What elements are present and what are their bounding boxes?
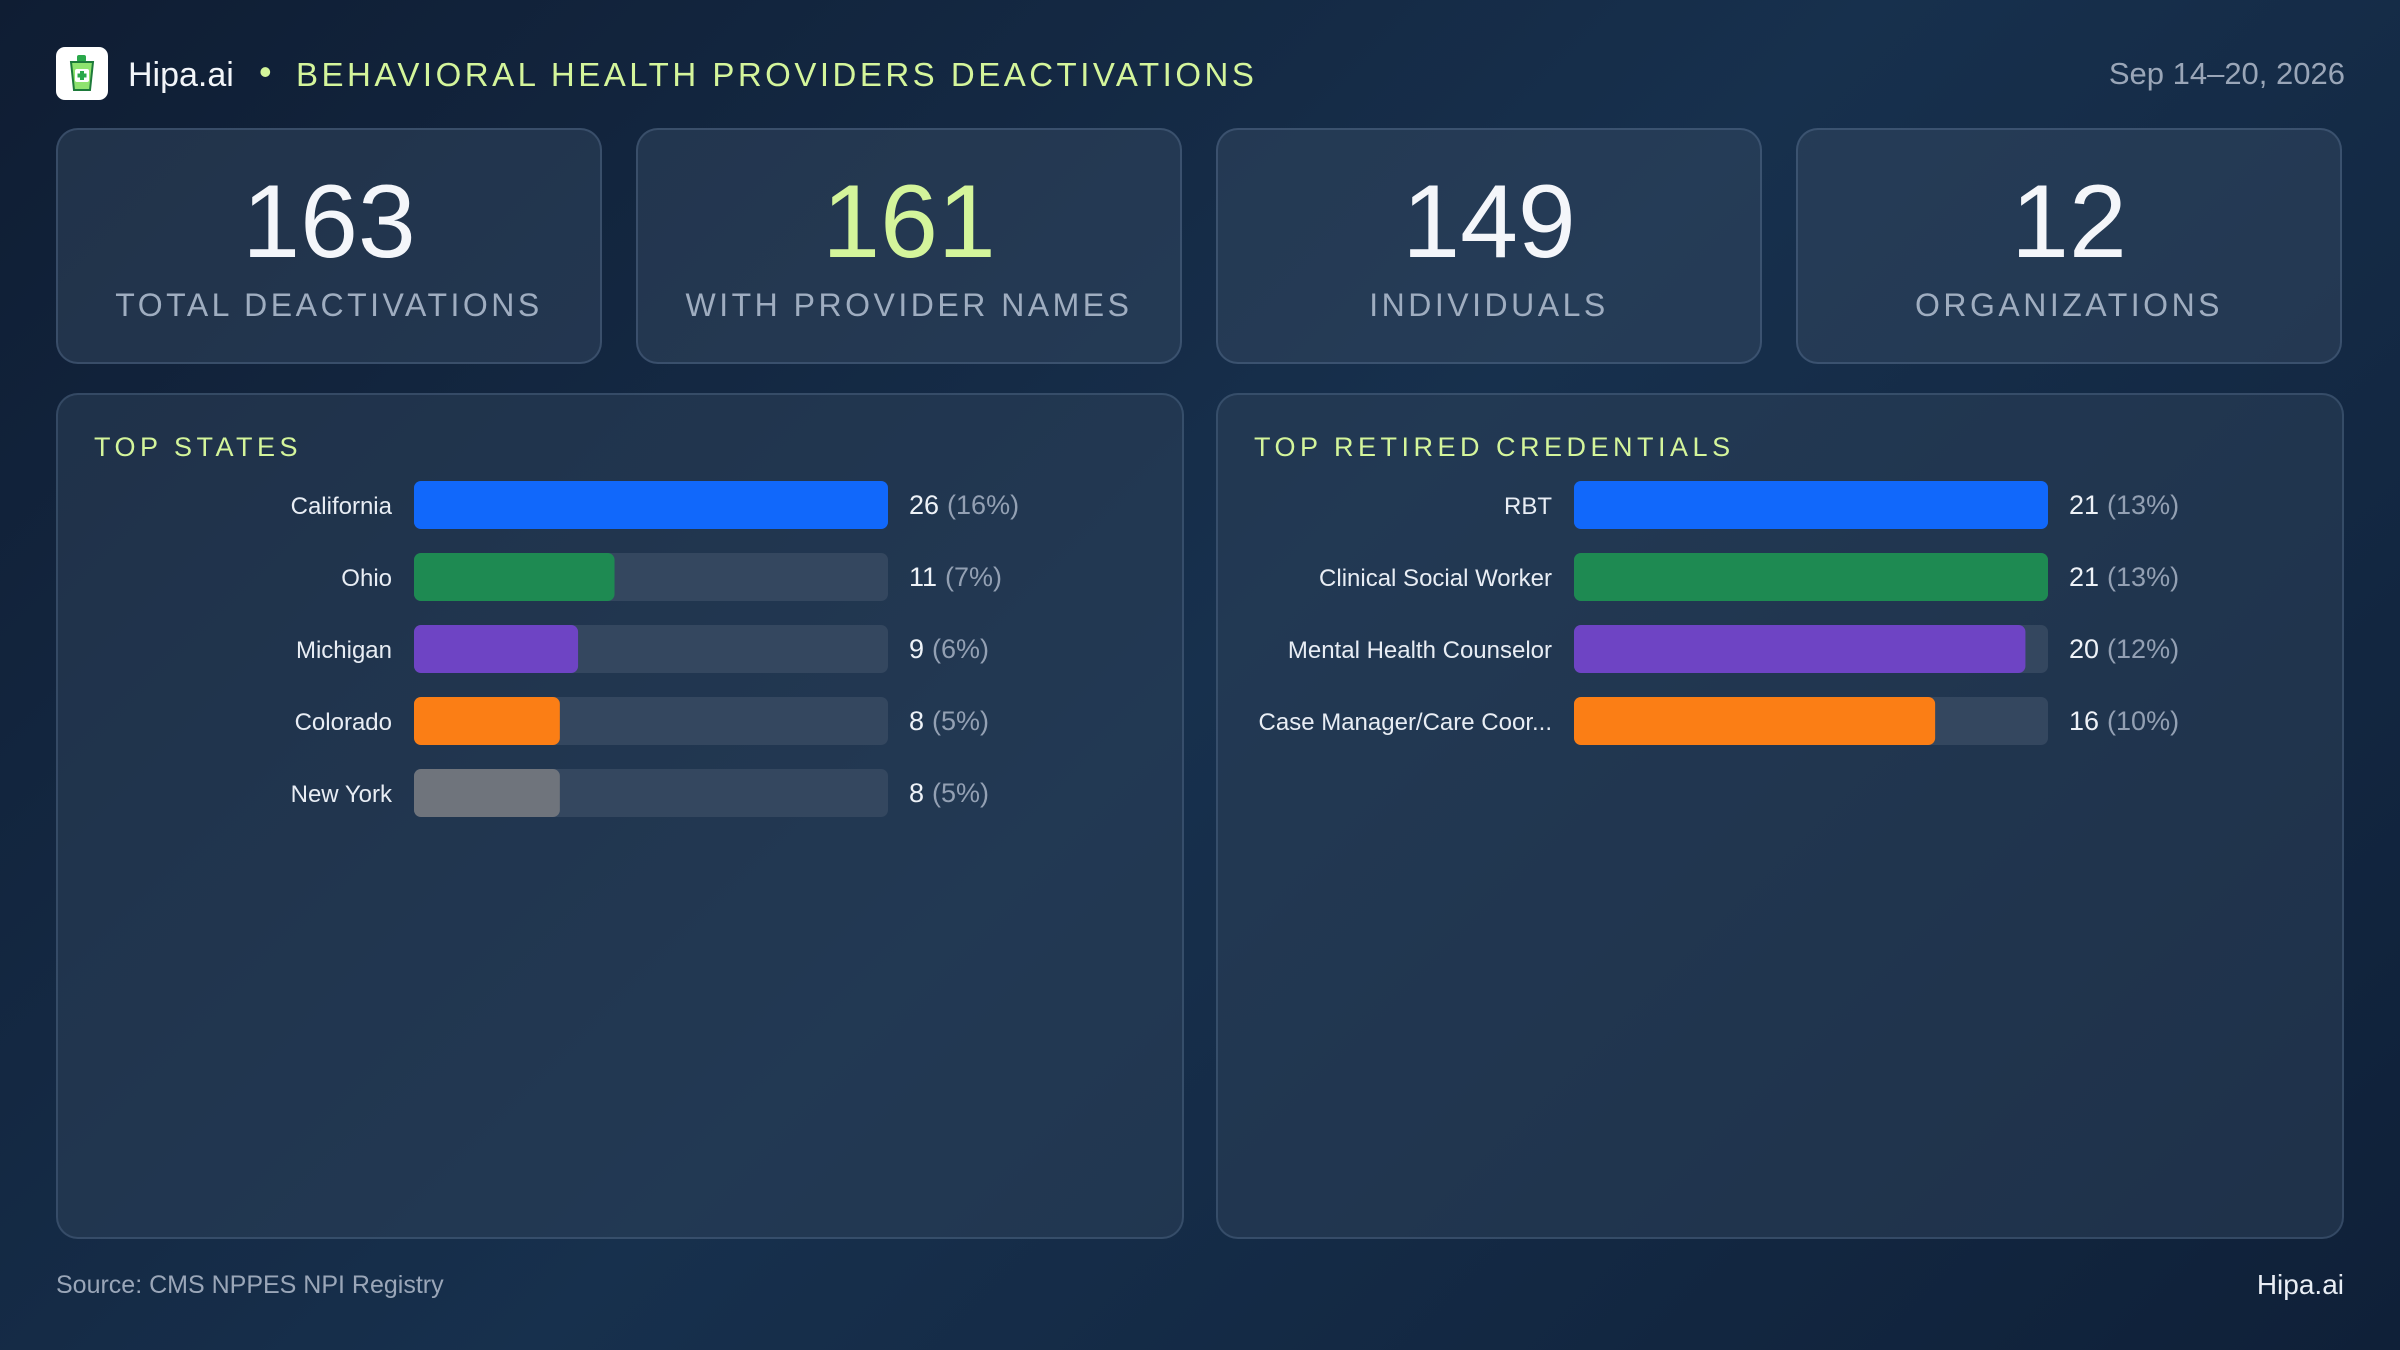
stat-card-organizations: 12 ORGANIZATIONS (1796, 128, 2342, 364)
stat-label: ORGANIZATIONS (1914, 287, 2224, 323)
bar-category-label: Clinical Social Worker (1319, 565, 1552, 592)
bar-percent-label: (13%) (2107, 562, 2179, 592)
bar-value-label: 21 (2069, 562, 2099, 592)
bar-value-label: 8 (909, 706, 924, 736)
top-credentials-chart: RBT 21 (13%) Clinical Social Worker 21 (13%) M… (1259, 481, 2179, 745)
top-states-chart: California 26 (16%) Ohio 11 (7%) Michigan 9 (6%)… (291, 481, 1019, 817)
stat-card-with-provider-names: 161 WITH PROVIDER NAMES (636, 128, 1182, 364)
bar-value-label: 21 (2069, 490, 2099, 520)
panel-top-states: TOP STATES California 26 (16%) Ohio 11 (7%) Mi… (56, 393, 1184, 1239)
bar-percent-label: (12%) (2107, 634, 2179, 664)
stat-label: WITH PROVIDER NAMES (685, 287, 1133, 323)
panel-title: TOP STATES (94, 432, 303, 462)
dashboard-title: BEHAVIORAL HEALTH PROVIDERS DEACTIVATION… (296, 56, 1258, 93)
bar (1574, 481, 2048, 529)
bar-percent-label: (13%) (2107, 490, 2179, 520)
brand-name: Hipa.ai (128, 56, 234, 94)
header: Hipa.ai • BEHAVIORAL HEALTH PROVIDERS DE… (56, 47, 2345, 101)
bar (414, 625, 579, 673)
bar-percent-label: (16%) (947, 490, 1019, 520)
bar-percent-label: (6%) (932, 634, 989, 664)
bar-category-label: RBT (1504, 493, 1552, 520)
bar-category-label: Michigan (296, 637, 392, 664)
stat-label: INDIVIDUALS (1369, 287, 1609, 323)
bar-category-label: California (291, 493, 393, 520)
bar (414, 697, 560, 745)
bar-category-label: Colorado (295, 709, 392, 736)
bar-category-label: New York (291, 781, 393, 808)
bar-percent-label: (5%) (932, 778, 989, 808)
stat-value: 149 (1402, 164, 1576, 280)
bar-category-label: Mental Health Counselor (1288, 637, 1552, 664)
footer-brand: Hipa.ai (2257, 1269, 2344, 1300)
bar-percent-label: (5%) (932, 706, 989, 736)
bar-value-label: 16 (2069, 706, 2099, 736)
panel-title: TOP RETIRED CREDENTIALS (1254, 432, 1735, 462)
title-separator: • (259, 51, 272, 92)
bar-value-label: 11 (909, 562, 937, 592)
bar (414, 481, 888, 529)
bar-value-label: 9 (909, 634, 924, 664)
bar (1574, 553, 2048, 601)
bar (1574, 697, 1936, 745)
bar-value-label: 8 (909, 778, 924, 808)
cup-icon (69, 55, 95, 91)
date-range: Sep 14–20, 2026 (2108, 56, 2345, 91)
bar-value-label: 26 (909, 490, 939, 520)
bar-percent-label: (10%) (2107, 706, 2179, 736)
stat-label: TOTAL DEACTIVATIONS (115, 287, 543, 323)
bar-category-label: Ohio (341, 565, 392, 592)
stat-card-individuals: 149 INDIVIDUALS (1216, 128, 1762, 364)
bar (1574, 625, 2026, 673)
source-note: Source: CMS NPPES NPI Registry (56, 1271, 444, 1299)
stat-value: 163 (242, 164, 416, 280)
bar-percent-label: (7%) (945, 562, 1002, 592)
bar-category-label: Case Manager/Care Coor... (1259, 709, 1552, 736)
bar-value-label: 20 (2069, 634, 2099, 664)
stat-card-total-deactivations: 163 TOTAL DEACTIVATIONS (56, 128, 602, 364)
bar (414, 553, 615, 601)
stat-value: 161 (822, 164, 996, 280)
panel-top-retired-credentials: TOP RETIRED CREDENTIALS RBT 21 (13%) Clinic… (1216, 393, 2344, 1239)
bar (414, 769, 560, 817)
stat-value: 12 (2011, 164, 2127, 280)
logo (56, 47, 108, 100)
